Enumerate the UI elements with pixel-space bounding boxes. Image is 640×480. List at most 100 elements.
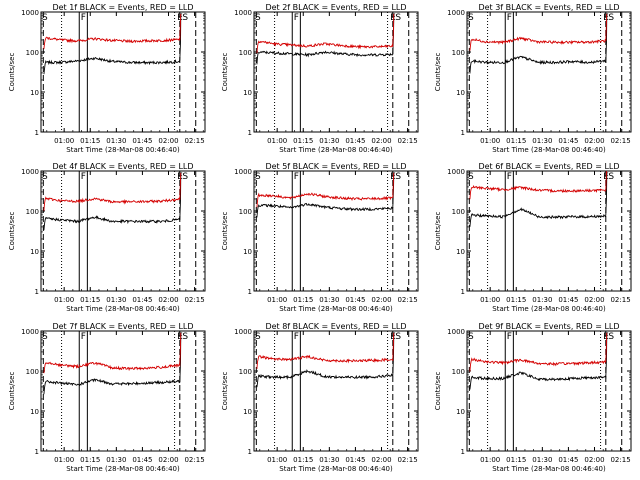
- x-tick-label: 01:00: [54, 296, 74, 304]
- x-tick-label: 01:15: [293, 137, 313, 145]
- x-tick-label: 01:00: [267, 456, 287, 464]
- series-lld-line: [469, 332, 608, 372]
- y-axis-label: Counts/sec: [434, 212, 442, 251]
- series-events-line: [469, 172, 608, 227]
- x-tick-label: 01:30: [106, 296, 126, 304]
- x-axis-label: Start Time (28-Mar-08 00:46:40): [66, 465, 180, 473]
- y-tick-label: 100: [239, 208, 252, 216]
- x-tick-label: 01:45: [345, 296, 365, 304]
- marker-label-s: S: [255, 172, 261, 182]
- x-tick-label: 02:00: [371, 137, 391, 145]
- y-tick-label: 1000: [234, 9, 252, 17]
- plot-frame: [40, 11, 206, 133]
- marker-label-f: F: [81, 172, 86, 182]
- y-tick-label: 1: [35, 129, 39, 137]
- x-tick-label: 01:45: [345, 456, 365, 464]
- marker-label-s2: S: [608, 13, 614, 23]
- marker-label-f: F: [294, 332, 299, 342]
- x-tick-label: 02:00: [371, 296, 391, 304]
- y-tick-label: 10: [456, 408, 465, 416]
- plot-frame: [466, 330, 632, 452]
- x-tick-label: 01:30: [532, 137, 552, 145]
- marker-label-f: F: [294, 172, 299, 182]
- y-tick-label: 10: [243, 248, 252, 256]
- x-axis-label: Start Time (28-Mar-08 00:46:40): [66, 305, 180, 313]
- plot-frame: [466, 11, 632, 133]
- y-tick-label: 1000: [447, 328, 465, 336]
- panel-title: Det 4f BLACK = Events, RED = LLD: [52, 162, 193, 171]
- y-tick-label: 1: [248, 288, 252, 296]
- panel-det-7: Det 7f BLACK = Events, RED = LLD 1 10 100 10…: [8, 322, 206, 473]
- x-axis-label: Start Time (28-Mar-08 00:46:40): [279, 305, 393, 313]
- x-axis-label: Start Time (28-Mar-08 00:46:40): [492, 465, 606, 473]
- marker-label-s2: S: [395, 13, 401, 23]
- series-lld-line: [469, 13, 608, 51]
- x-axis-label: Start Time (28-Mar-08 00:46:40): [279, 465, 393, 473]
- series-events-line: [469, 13, 608, 74]
- series-lld-line: [43, 332, 182, 374]
- plot-frame: [253, 11, 419, 133]
- plot-frame: [40, 330, 206, 452]
- y-axis-label: Counts/sec: [8, 372, 16, 411]
- marker-label-e: E: [603, 13, 609, 23]
- panel-title: Det 7f BLACK = Events, RED = LLD: [52, 322, 193, 331]
- marker-label-s: S: [255, 13, 261, 23]
- marker-label-s2: S: [182, 172, 188, 182]
- x-axis-label: Start Time (28-Mar-08 00:46:40): [279, 146, 393, 154]
- x-tick-label: 01:30: [106, 137, 126, 145]
- x-tick-label: 01:00: [480, 137, 500, 145]
- x-tick-label: 02:15: [184, 456, 204, 464]
- x-axis-label: Start Time (28-Mar-08 00:46:40): [66, 146, 180, 154]
- x-tick-label: 01:15: [506, 296, 526, 304]
- panel-title: Det 2f BLACK = Events, RED = LLD: [265, 3, 406, 12]
- y-tick-label: 100: [239, 368, 252, 376]
- marker-label-s2: S: [395, 332, 401, 342]
- x-tick-label: 01:45: [558, 137, 578, 145]
- y-tick-label: 1000: [234, 168, 252, 176]
- y-tick-label: 100: [452, 49, 465, 57]
- series-lld-line: [43, 13, 182, 50]
- y-tick-label: 10: [243, 89, 252, 97]
- y-tick-label: 100: [26, 208, 39, 216]
- series-events-line: [43, 332, 182, 395]
- marker-label-s: S: [468, 332, 474, 342]
- x-tick-label: 02:00: [158, 456, 178, 464]
- x-tick-label: 01:45: [132, 137, 152, 145]
- panel-det-6: Det 6f BLACK = Events, RED = LLD 1 10 100 10…: [434, 162, 632, 313]
- x-tick-label: 01:00: [54, 137, 74, 145]
- x-tick-label: 01:00: [267, 296, 287, 304]
- y-axis-label: Counts/sec: [8, 212, 16, 251]
- panel-title: Det 5f BLACK = Events, RED = LLD: [265, 162, 406, 171]
- marker-label-s2: S: [182, 13, 188, 23]
- x-tick-label: 02:00: [584, 456, 604, 464]
- x-tick-label: 01:00: [54, 456, 74, 464]
- series-events-line: [43, 13, 182, 75]
- y-axis-label: Counts/sec: [434, 372, 442, 411]
- marker-label-f: F: [507, 172, 512, 182]
- panel-title: Det 9f BLACK = Events, RED = LLD: [478, 322, 619, 331]
- marker-label-s: S: [468, 13, 474, 23]
- y-tick-label: 10: [456, 248, 465, 256]
- marker-label-s: S: [255, 332, 261, 342]
- y-axis-label: Counts/sec: [221, 212, 229, 251]
- marker-label-s2: S: [395, 172, 401, 182]
- x-tick-label: 01:45: [345, 137, 365, 145]
- y-tick-label: 100: [452, 368, 465, 376]
- marker-label-f: F: [81, 332, 86, 342]
- series-lld-line: [256, 13, 395, 54]
- series-lld-line: [256, 332, 395, 370]
- x-tick-label: 01:30: [319, 296, 339, 304]
- marker-label-f: F: [507, 332, 512, 342]
- y-tick-label: 10: [30, 89, 39, 97]
- y-tick-label: 1: [461, 448, 465, 456]
- marker-label-s2: S: [608, 332, 614, 342]
- marker-label-s2: S: [608, 172, 614, 182]
- y-tick-label: 1000: [447, 9, 465, 17]
- plot-frame: [253, 330, 419, 452]
- y-tick-label: 10: [243, 408, 252, 416]
- y-tick-label: 10: [30, 408, 39, 416]
- x-tick-label: 02:00: [584, 137, 604, 145]
- y-tick-label: 100: [239, 49, 252, 57]
- y-axis-label: Counts/sec: [434, 53, 442, 92]
- x-tick-label: 01:30: [532, 296, 552, 304]
